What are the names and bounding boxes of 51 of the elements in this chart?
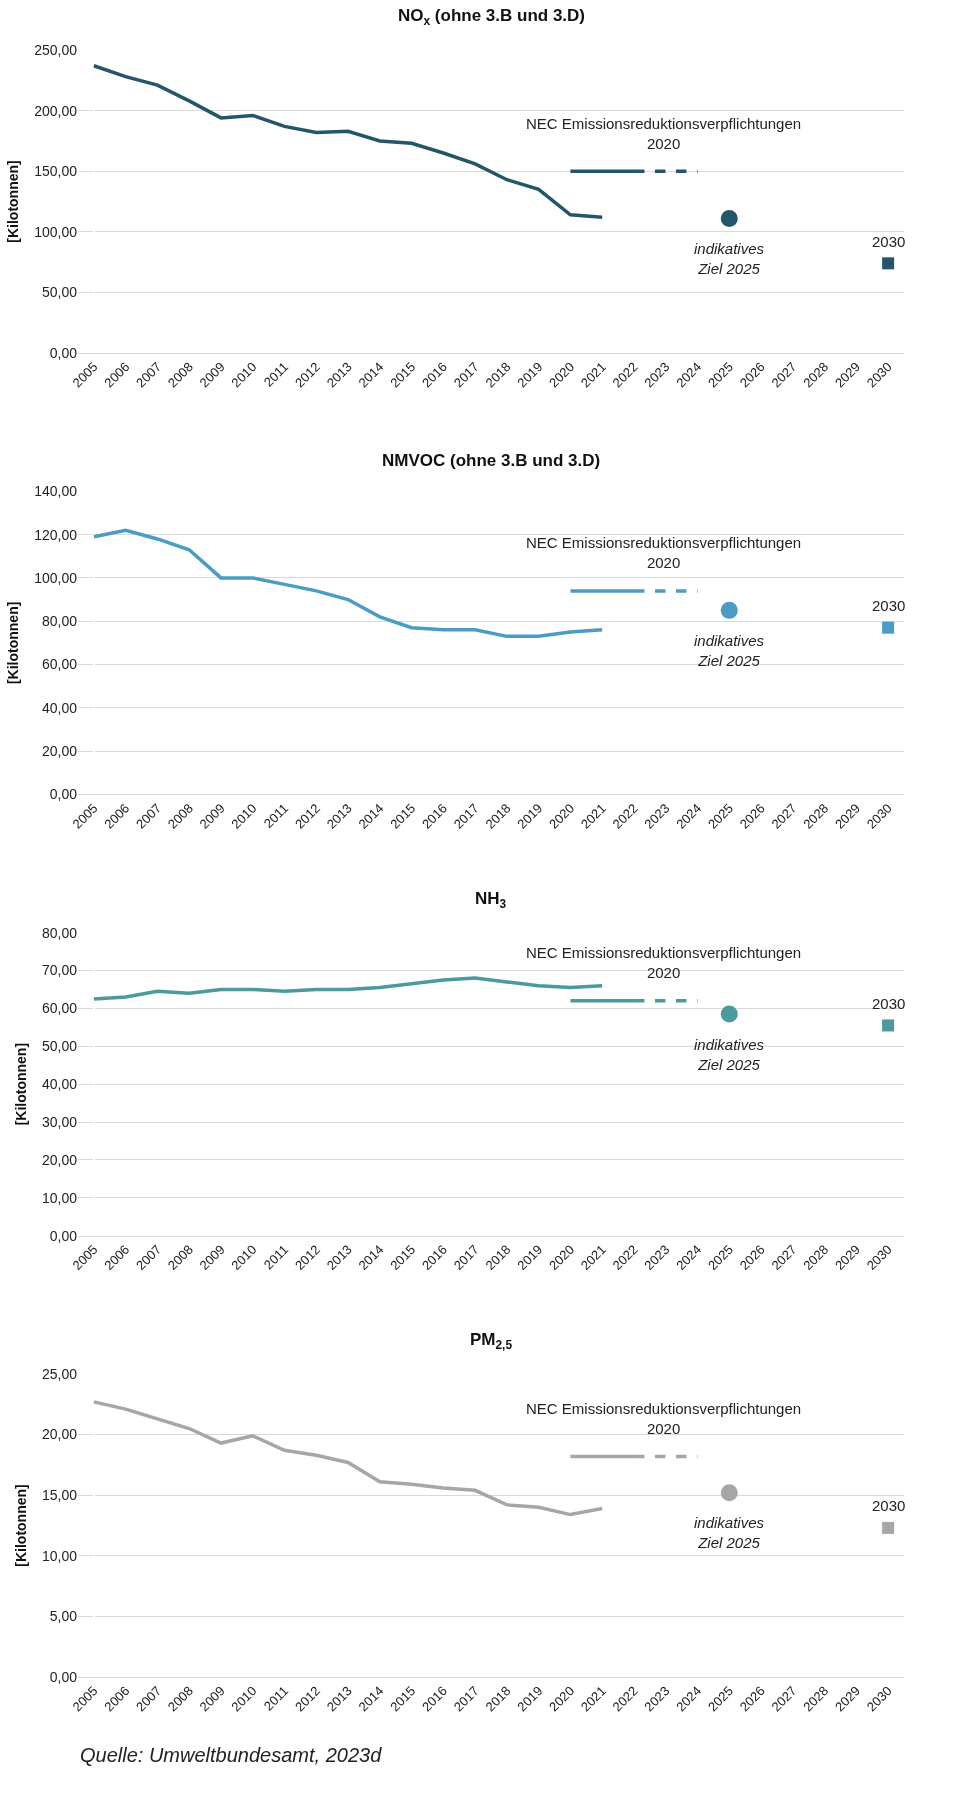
- y-tick-label: 20,00: [41, 1151, 78, 1168]
- y-axis-title: [Kilotonnen]: [4, 160, 21, 243]
- y-tick-label: 15,00: [41, 1487, 78, 1504]
- annotation: 2030: [872, 233, 906, 250]
- annotation: NEC Emissionsreduktionsverpflichtungen 2020: [526, 115, 802, 152]
- y-tick-label: 60,00: [41, 656, 78, 673]
- y-tick-label: 60,00: [41, 1000, 78, 1017]
- y-axis-title: [Kilotonnen]: [4, 601, 21, 685]
- y-tick-label: 20,00: [41, 1426, 78, 1443]
- y-tick-label: 0,00: [49, 1668, 78, 1685]
- y-tick-label: 25,00: [41, 1365, 78, 1382]
- y-tick-label: 100,00: [34, 569, 78, 586]
- y-axis-title: [Kilotonnen]: [12, 1484, 29, 1567]
- y-tick-label: 100,00: [34, 223, 78, 240]
- line-series: [92, 976, 604, 1001]
- annotation: indikatives Ziel 2025: [694, 1514, 765, 1551]
- y-tick-label: 250,00: [34, 41, 78, 58]
- y-tick-label: 0,00: [49, 1227, 78, 1244]
- y-tick-label: 80,00: [41, 924, 78, 941]
- y-tick-label: 140,00: [34, 483, 78, 500]
- chart-title: NMVOC (ohne 3.B und 3.D): [382, 451, 601, 470]
- y-tick-label: 0,00: [49, 344, 78, 361]
- annotation: NEC Emissionsreduktionsverpflichtungen 2020: [526, 944, 802, 981]
- annotation: NEC Emissionsreduktionsverpflichtungen 2020: [526, 534, 802, 571]
- y-tick-label: 150,00: [34, 163, 78, 180]
- y-tick-label: 40,00: [41, 1076, 78, 1093]
- y-tick-label: 80,00: [41, 613, 78, 630]
- y-tick-label: 30,00: [41, 1113, 78, 1130]
- y-tick-label: 70,00: [41, 962, 78, 979]
- source-note: Quelle: Umweltbundesamt, 2023d: [80, 1744, 383, 1766]
- y-tick-label: 40,00: [41, 699, 78, 716]
- annotation: indikatives Ziel 2025: [694, 1036, 765, 1073]
- annotation: 2030: [872, 995, 906, 1012]
- y-tick-label: 10,00: [41, 1189, 78, 1206]
- annotation: 2030: [872, 597, 906, 614]
- annotation: indikatives Ziel 2025: [694, 632, 765, 669]
- annotation: indikatives Ziel 2025: [694, 240, 765, 277]
- chart-title: PM$_{2,5}$: [470, 1330, 513, 1352]
- y-tick-label: 120,00: [34, 526, 78, 543]
- y-tick-label: 20,00: [41, 742, 78, 759]
- y-tick-label: 50,00: [41, 284, 78, 301]
- chart-title: NO$_{x}$ (ohne 3.B und 3.D): [398, 6, 586, 28]
- y-axis-title: [Kilotonnen]: [12, 1042, 29, 1126]
- y-tick-label: 50,00: [41, 1038, 78, 1055]
- y-tick-label: 10,00: [41, 1547, 78, 1564]
- y-tick-label: 0,00: [49, 786, 78, 803]
- y-tick-label: 5,00: [49, 1608, 78, 1625]
- annotation: 2030: [872, 1497, 906, 1514]
- chart-title: NH$_{3}$: [475, 889, 507, 911]
- y-tick-label: 200,00: [34, 102, 78, 119]
- annotation: NEC Emissionsreduktionsverpflichtungen 2020: [526, 1400, 802, 1437]
